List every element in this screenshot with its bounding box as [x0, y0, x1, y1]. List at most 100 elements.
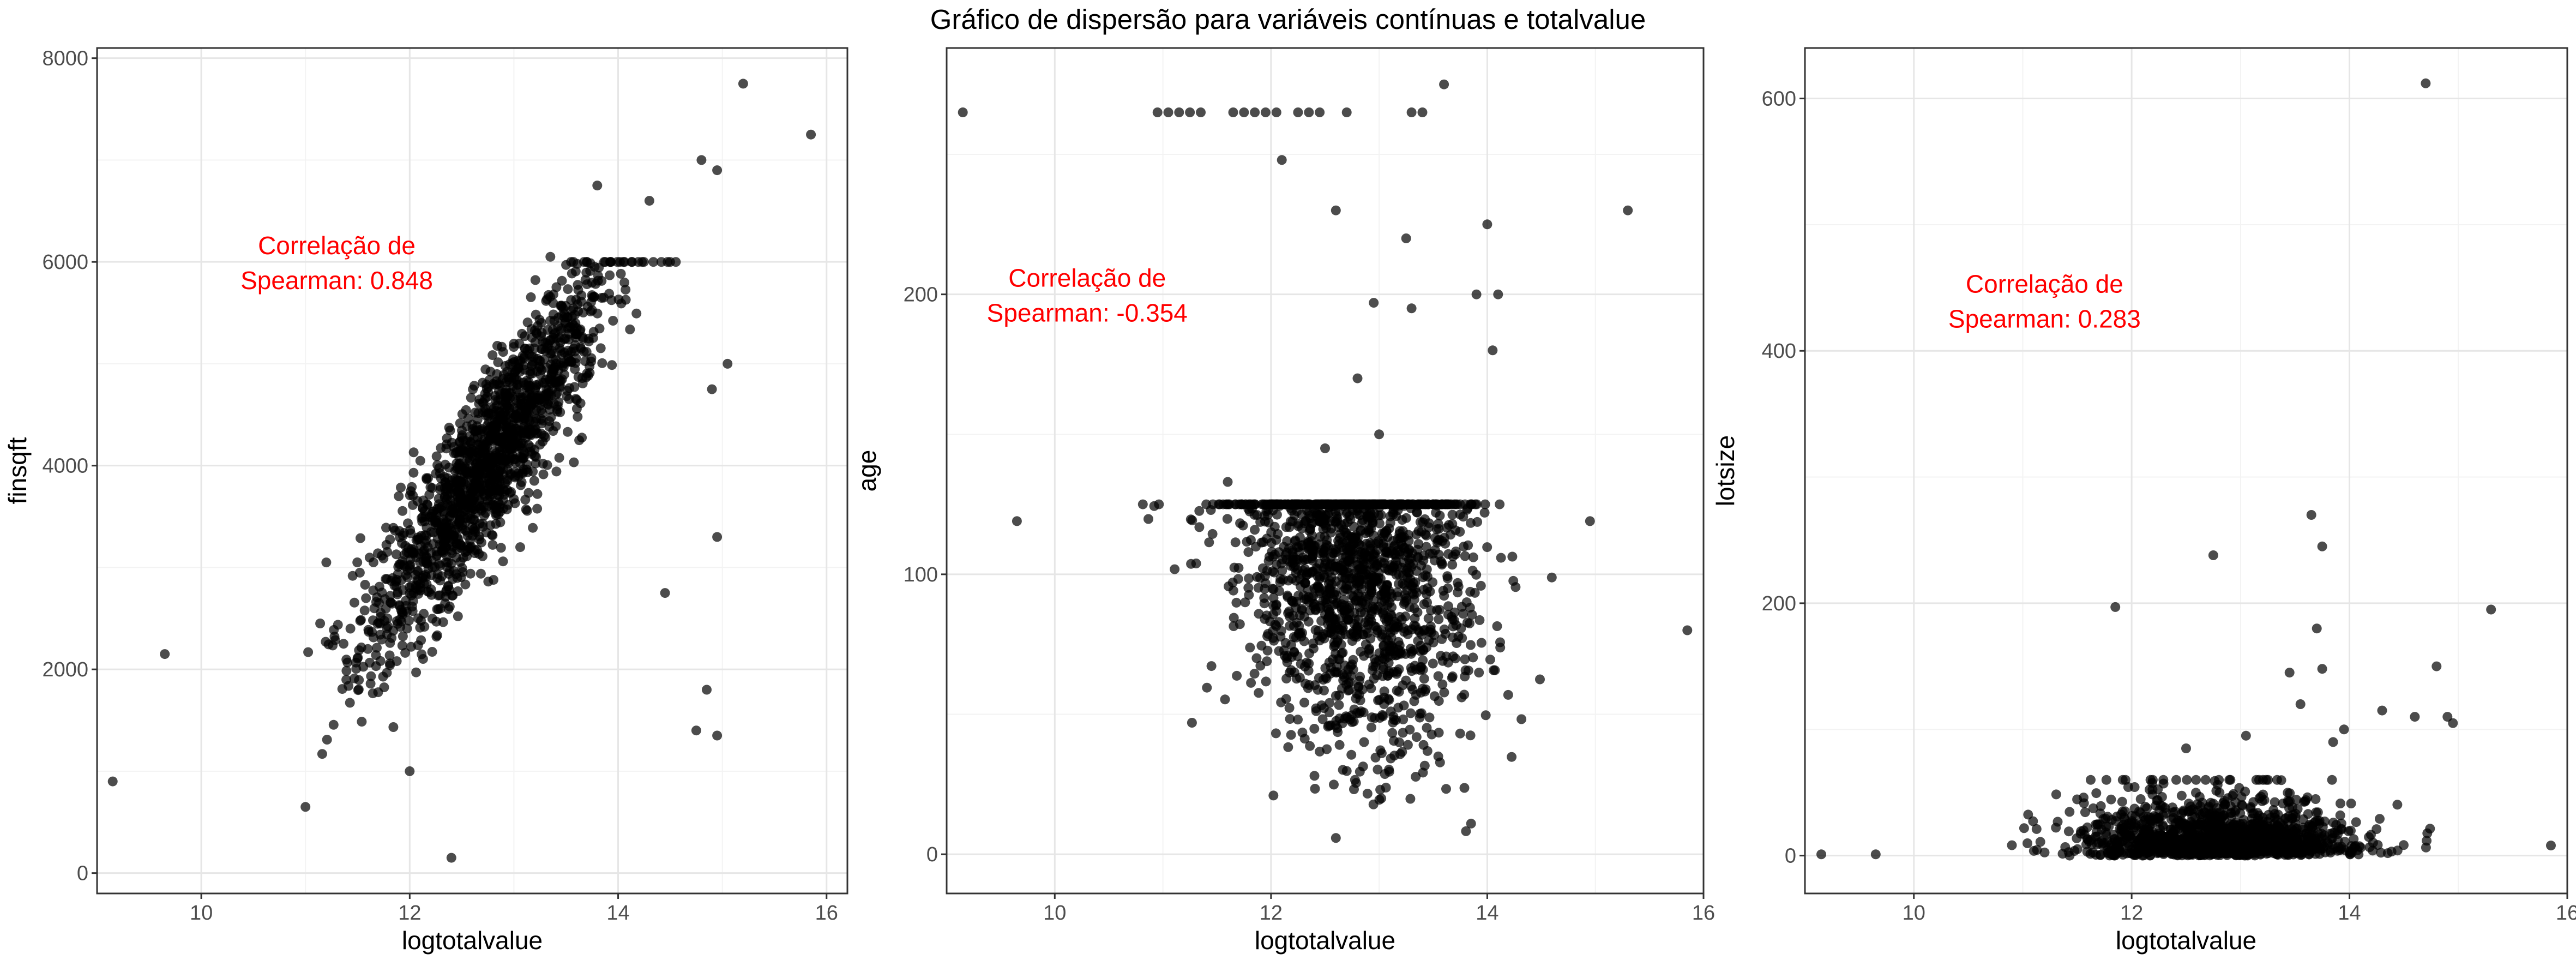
data-point	[515, 452, 525, 462]
data-point	[487, 530, 497, 540]
data-point	[478, 397, 488, 407]
data-point	[1228, 107, 1238, 117]
data-point	[1337, 648, 1347, 658]
data-point	[1434, 549, 1444, 560]
data-point	[462, 421, 472, 431]
data-point	[958, 107, 968, 117]
data-point	[1202, 682, 1212, 693]
data-point	[1185, 514, 1196, 525]
data-point	[1220, 694, 1230, 705]
data-point	[1287, 596, 1297, 606]
y-axis-label: finsqft	[3, 437, 32, 504]
data-point	[551, 466, 562, 477]
data-point	[451, 569, 461, 579]
data-point	[607, 360, 617, 370]
data-point	[2306, 510, 2316, 520]
data-point	[1418, 683, 1428, 694]
data-point	[570, 364, 580, 374]
data-point	[1461, 597, 1472, 608]
data-point	[2183, 841, 2194, 851]
data-point	[564, 334, 574, 345]
data-point	[1407, 685, 1418, 695]
data-point	[405, 490, 415, 500]
data-point	[422, 474, 432, 484]
data-point	[1256, 640, 1267, 651]
data-point	[447, 484, 458, 494]
data-point	[2139, 850, 2149, 861]
data-point	[1403, 625, 1413, 635]
data-point	[567, 357, 576, 367]
data-point	[548, 309, 558, 320]
data-point	[1459, 783, 1470, 793]
data-point	[1369, 298, 1379, 308]
data-point	[517, 351, 528, 361]
data-point	[1366, 609, 1376, 620]
data-point	[1369, 674, 1379, 684]
chart-panel-1: 10 12 14 1602000400060008000logtotalvaluefi…	[3, 47, 848, 955]
data-point	[1299, 518, 1310, 529]
data-point	[2212, 815, 2222, 826]
data-point	[1332, 723, 1343, 734]
data-point	[2028, 816, 2038, 826]
data-point	[1286, 640, 1296, 650]
data-point	[1385, 597, 1395, 608]
data-point	[1345, 514, 1356, 525]
data-point	[349, 597, 359, 608]
data-point	[1341, 680, 1351, 690]
data-point	[691, 725, 701, 736]
data-point	[569, 457, 579, 467]
data-point	[2178, 807, 2189, 817]
data-point	[430, 517, 440, 527]
data-point	[1284, 703, 1295, 713]
data-point	[2255, 838, 2265, 849]
data-point	[1233, 563, 1244, 573]
data-point	[1392, 545, 1403, 556]
data-point	[303, 647, 314, 657]
data-point	[530, 275, 540, 285]
data-point	[557, 275, 567, 286]
data-point	[1279, 645, 1289, 656]
data-point	[1303, 592, 1314, 602]
data-point	[1385, 511, 1395, 521]
data-point	[1235, 518, 1245, 529]
data-point	[1458, 512, 1468, 522]
chart-panel-2: 10 12 14 160100200logtotalvalueageCorrelaçã…	[853, 47, 1715, 955]
data-point	[1331, 576, 1341, 586]
data-point	[1334, 713, 1345, 724]
data-point	[1405, 708, 1416, 718]
data-point	[489, 469, 499, 479]
data-point	[2120, 814, 2130, 824]
data-point	[1320, 443, 1330, 453]
data-point	[399, 550, 410, 560]
data-point	[405, 561, 415, 571]
data-point	[427, 647, 437, 657]
data-point	[1395, 749, 1405, 759]
data-point	[1373, 560, 1382, 571]
data-point	[1377, 710, 1387, 720]
tick-label-x: 10	[1903, 902, 1925, 925]
data-point	[1222, 499, 1232, 509]
data-point	[1307, 530, 1317, 541]
data-point	[2421, 78, 2431, 88]
data-point	[712, 532, 723, 542]
data-point	[1453, 581, 1464, 592]
tick-label-x: 12	[2120, 902, 2143, 925]
data-point	[2093, 819, 2103, 830]
data-point	[1466, 518, 1476, 528]
data-point	[2100, 813, 2111, 824]
data-point	[1261, 610, 1272, 621]
data-point	[439, 525, 449, 536]
data-point	[1331, 598, 1341, 609]
data-point	[1434, 696, 1444, 706]
data-point	[1458, 609, 1468, 619]
data-point	[644, 196, 654, 206]
tick-label-y: 400	[1762, 340, 1796, 363]
data-point	[2151, 844, 2162, 854]
data-point	[1235, 619, 1245, 629]
data-point	[589, 292, 599, 302]
data-point	[2191, 775, 2201, 785]
data-point	[2336, 799, 2345, 808]
data-point	[1307, 518, 1317, 529]
data-point	[1381, 616, 1392, 627]
data-point	[1254, 688, 1264, 698]
